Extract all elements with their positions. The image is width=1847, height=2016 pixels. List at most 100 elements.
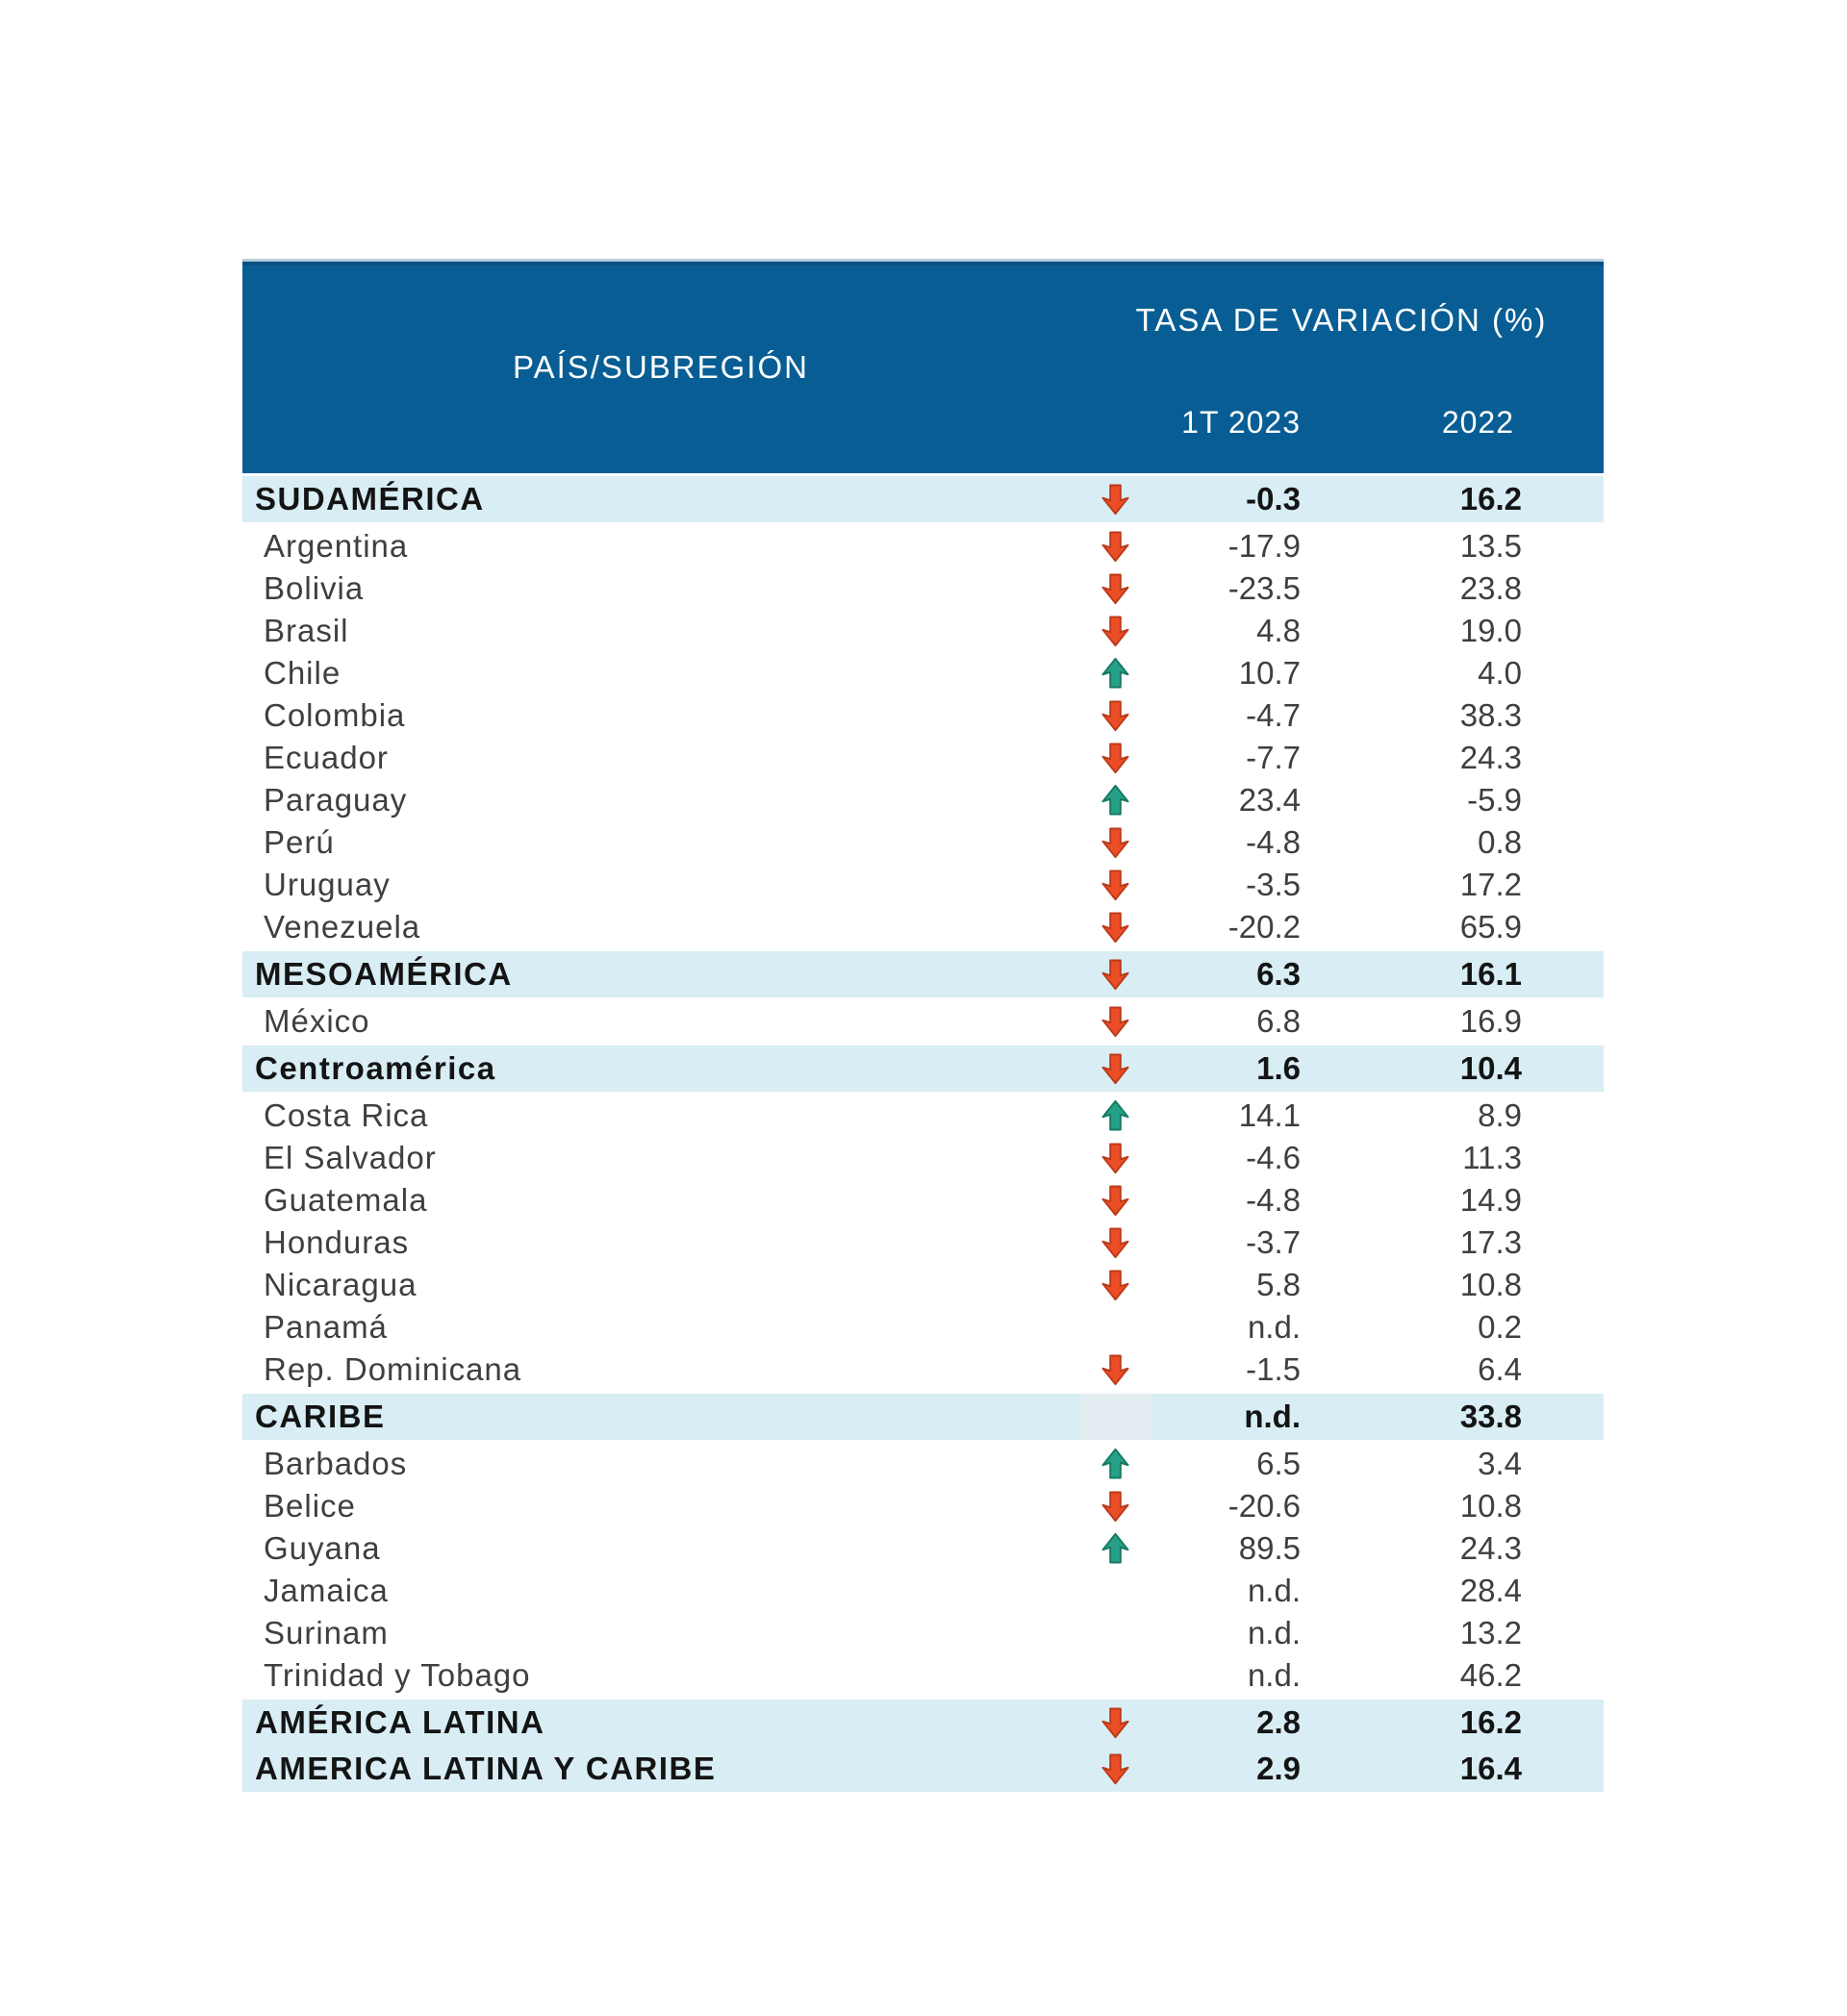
- trend-arrow-down-icon: [1079, 821, 1151, 864]
- row-label: El Salvador: [264, 1140, 437, 1175]
- row-right-padding: [1522, 1000, 1604, 1043]
- trend-arrow-down-icon: [1079, 1746, 1151, 1792]
- row-label: México: [264, 1003, 370, 1039]
- table-body: SUDAMÉRICA -0.3 16.2 Argentina -17.9 13.…: [242, 473, 1604, 1795]
- row-label: Surinam: [264, 1615, 389, 1651]
- value-2022: 16.2: [1459, 1704, 1522, 1740]
- row-label: MESOAMÉRICA: [255, 956, 513, 992]
- trend-arrow-down-icon: [1079, 1264, 1151, 1306]
- row-label: Bolivia: [264, 570, 365, 606]
- table-row: Ecuador -7.7 24.3: [242, 737, 1604, 779]
- value-1t2023: -4.6: [1246, 1140, 1301, 1175]
- row-label: AMÉRICA LATINA: [255, 1704, 545, 1740]
- row-right-padding: [1522, 1179, 1604, 1222]
- trend-arrow-down-icon: [1079, 610, 1151, 652]
- table-row: Uruguay -3.5 17.2: [242, 864, 1604, 906]
- row-label: Argentina: [264, 528, 409, 564]
- value-2022: 65.9: [1459, 909, 1522, 945]
- value-1t2023: 10.7: [1238, 655, 1301, 691]
- row-right-padding: [1522, 1264, 1604, 1306]
- trend-arrow-down-icon: [1079, 864, 1151, 906]
- trend-arrow-down-icon: [1079, 525, 1151, 567]
- row-right-padding: [1522, 652, 1604, 694]
- table-row: Guyana 89.5 24.3: [242, 1527, 1604, 1570]
- trend-arrow-down-icon: [1079, 1348, 1151, 1391]
- trend-arrow-up-icon: [1079, 779, 1151, 821]
- table-row: Centroamérica 1.6 10.4: [242, 1043, 1604, 1095]
- trend-arrow-down-icon: [1079, 906, 1151, 948]
- value-2022: 10.8: [1459, 1267, 1522, 1302]
- value-2022: 11.3: [1462, 1140, 1522, 1175]
- table-row: Chile 10.7 4.0: [242, 652, 1604, 694]
- row-right-padding: [1522, 1394, 1604, 1440]
- row-right-padding: [1522, 1046, 1604, 1092]
- row-label: Perú: [264, 824, 335, 860]
- row-right-padding: [1522, 694, 1604, 737]
- row-label: Costa Rica: [264, 1097, 429, 1133]
- value-2022: 33.8: [1459, 1399, 1522, 1434]
- table-row: Panamá n.d. 0.2: [242, 1306, 1604, 1348]
- row-label: Paraguay: [264, 782, 408, 818]
- value-1t2023: -4.7: [1246, 697, 1301, 733]
- value-1t2023: 1.6: [1256, 1050, 1301, 1086]
- value-1t2023: -17.9: [1227, 528, 1301, 564]
- trend-arrow-down-icon: [1079, 1000, 1151, 1043]
- trend-arrow-up-icon: [1079, 1443, 1151, 1485]
- value-1t2023: n.d.: [1247, 1657, 1301, 1693]
- value-1t2023: -23.5: [1227, 570, 1301, 606]
- trend-arrow-down-icon: [1079, 476, 1151, 522]
- row-right-padding: [1522, 864, 1604, 906]
- value-1t2023: 89.5: [1238, 1530, 1301, 1566]
- value-1t2023: 6.8: [1256, 1003, 1301, 1039]
- value-2022: 24.3: [1459, 1530, 1522, 1566]
- table-row: Surinam n.d. 13.2: [242, 1612, 1604, 1654]
- table-row: Honduras -3.7 17.3: [242, 1222, 1604, 1264]
- value-1t2023: 6.5: [1256, 1446, 1301, 1481]
- row-right-padding: [1522, 951, 1604, 997]
- table-row: SUDAMÉRICA -0.3 16.2: [242, 473, 1604, 525]
- value-1t2023: 23.4: [1238, 782, 1301, 818]
- table-row: CARIBE n.d. 33.8: [242, 1391, 1604, 1443]
- trend-arrow-down-icon: [1079, 737, 1151, 779]
- value-1t2023: n.d.: [1244, 1399, 1301, 1434]
- row-label: Venezuela: [264, 909, 421, 945]
- value-1t2023: 14.1: [1238, 1097, 1301, 1133]
- table-row: Guatemala -4.8 14.9: [242, 1179, 1604, 1222]
- row-right-padding: [1522, 1095, 1604, 1137]
- value-2022: 24.3: [1459, 740, 1522, 775]
- row-label: SUDAMÉRICA: [255, 481, 485, 517]
- value-1t2023: 2.9: [1256, 1751, 1301, 1786]
- trend-arrow-down-icon: [1079, 1222, 1151, 1264]
- row-label: Trinidad y Tobago: [264, 1657, 531, 1693]
- row-right-padding: [1522, 1654, 1604, 1697]
- value-2022: 14.9: [1459, 1182, 1522, 1218]
- row-right-padding: [1522, 1348, 1604, 1391]
- row-right-padding: [1522, 1306, 1604, 1348]
- value-1t2023: 4.8: [1256, 613, 1301, 648]
- trend-arrow-down-icon: [1079, 1700, 1151, 1746]
- trend-cell-empty: [1079, 1570, 1151, 1612]
- row-label: Brasil: [264, 613, 349, 648]
- row-label: Guatemala: [264, 1182, 428, 1218]
- trend-arrow-up-icon: [1079, 1527, 1151, 1570]
- value-1t2023: -20.2: [1227, 909, 1301, 945]
- value-1t2023: n.d.: [1247, 1615, 1301, 1651]
- column-header-pais-subregion: PAÍS/SUBREGIÓN: [513, 349, 809, 385]
- table-row: Colombia -4.7 38.3: [242, 694, 1604, 737]
- value-2022: 17.3: [1459, 1224, 1522, 1260]
- value-1t2023: -7.7: [1246, 740, 1301, 775]
- table-row: Barbados 6.5 3.4: [242, 1443, 1604, 1485]
- row-right-padding: [1522, 1527, 1604, 1570]
- value-1t2023: -4.8: [1246, 824, 1301, 860]
- value-2022: 13.2: [1459, 1615, 1522, 1651]
- trend-arrow-down-icon: [1079, 567, 1151, 610]
- table-row: Perú -4.8 0.8: [242, 821, 1604, 864]
- trend-arrow-down-icon: [1079, 1179, 1151, 1222]
- value-2022: -5.9: [1467, 782, 1522, 818]
- row-right-padding: [1522, 476, 1604, 522]
- table-row: México 6.8 16.9: [242, 1000, 1604, 1043]
- row-right-padding: [1522, 821, 1604, 864]
- column-header-tasa-variacion: TASA DE VARIACIÓN (%): [1135, 302, 1548, 338]
- row-right-padding: [1522, 1700, 1604, 1746]
- table-header-right: TASA DE VARIACIÓN (%) 1T 2023 2022: [1079, 262, 1604, 473]
